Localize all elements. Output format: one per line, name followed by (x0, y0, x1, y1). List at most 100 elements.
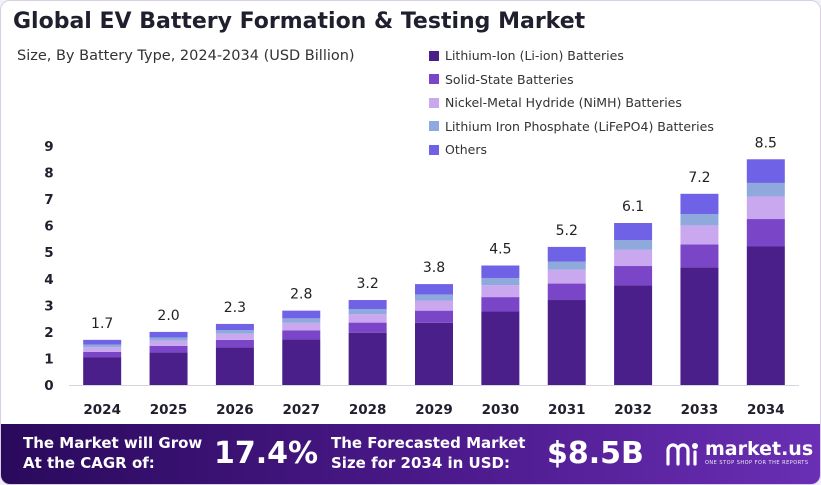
bar-segment (614, 285, 653, 385)
bar-segment (83, 344, 122, 348)
x-tick-label: 2026 (216, 402, 254, 418)
legend-swatch (429, 121, 439, 132)
bar-segment (415, 300, 453, 311)
bar-segment (547, 300, 586, 385)
bar-segment (746, 182, 785, 197)
x-tick-label: 2034 (747, 402, 785, 418)
legend-label: Nickel-Metal Hydride (NiMH) Batteries (445, 95, 682, 111)
legend-swatch (429, 50, 439, 61)
chart-subtitle: Size, By Battery Type, 2024-2034 (USD Bi… (17, 48, 355, 64)
bar-total-label: 4.5 (489, 242, 511, 258)
legend-label: Solid-State Batteries (445, 71, 574, 87)
y-tick-label: 5 (44, 245, 53, 261)
market-us-logo-icon (666, 443, 698, 466)
y-tick-label: 4 (44, 272, 53, 288)
bar-segment (481, 297, 520, 312)
y-tick-label: 1 (44, 351, 53, 367)
brand-logo: market.us ONE STOP SHOP FOR THE REPORTS (664, 438, 813, 468)
bar-segment (415, 284, 453, 295)
bar-segment (481, 285, 520, 298)
bar-segment (746, 219, 785, 247)
bar-segment (149, 352, 188, 385)
forecast-caption-line2: Size for 2034 in USD: (331, 454, 510, 472)
bar-segment (149, 337, 188, 341)
bar-segment (149, 340, 188, 346)
bar-segment (680, 244, 719, 268)
x-tick-label: 2030 (482, 402, 520, 418)
bar-total-label: 7.2 (688, 170, 710, 186)
bar-segment (215, 347, 254, 385)
bar-segment (680, 193, 719, 214)
bar-segment (481, 277, 520, 286)
footer-banner: The Market will Grow At the CAGR of: 17.… (1, 424, 820, 484)
bar-total-label: 5.2 (556, 223, 578, 239)
bar-total-label: 2.8 (290, 287, 312, 303)
bar-segment (215, 333, 254, 340)
forecast-caption-line1: The Forecasted Market (331, 434, 526, 452)
bar-segment (680, 267, 719, 385)
bar-segment (547, 261, 586, 270)
bar-segment (149, 331, 188, 338)
forecast-value: $8.5B (547, 436, 644, 471)
bar-total-label: 6.1 (622, 199, 644, 215)
legend-item: Solid-State Batteries (429, 68, 714, 92)
bar-segment (348, 300, 387, 310)
forecast-caption: The Forecasted Market Size for 2034 in U… (331, 433, 525, 473)
bar-segment (348, 322, 387, 333)
cagr-value: 17.4% (214, 436, 319, 471)
y-tick-label: 7 (44, 192, 53, 208)
bar-total-label: 3.8 (423, 260, 445, 276)
bar-segment (547, 269, 586, 284)
y-tick-label: 8 (44, 166, 53, 182)
bar-segment (680, 225, 719, 245)
bar-segment (282, 339, 321, 385)
bar-segment (215, 330, 254, 334)
y-tick-label: 9 (44, 139, 53, 155)
bar-segment (348, 309, 387, 315)
x-tick-label: 2027 (282, 402, 320, 418)
cagr-caption-line1: The Market will Grow (23, 434, 203, 452)
bar-segment (746, 159, 785, 183)
x-tick-label: 2032 (614, 402, 652, 418)
bar-total-label: 2.0 (157, 308, 179, 324)
bar-segment (614, 266, 653, 286)
chart-title: Global EV Battery Formation & Testing Ma… (13, 9, 586, 34)
legend-label: Lithium-Ion (Li-ion) Batteries (445, 48, 624, 64)
bar-segment (746, 246, 785, 385)
x-tick-label: 2033 (681, 402, 719, 418)
bar-segment (83, 357, 122, 385)
bar-total-label: 3.2 (357, 276, 379, 292)
x-tick-label: 2028 (349, 402, 387, 418)
legend-item: Lithium Iron Phosphate (LiFePO4) Batteri… (429, 115, 714, 139)
bar-segment (481, 311, 520, 385)
cagr-caption: The Market will Grow At the CAGR of: (23, 433, 202, 473)
bar-segment (215, 339, 254, 348)
y-tick-label: 3 (44, 298, 53, 314)
x-tick-label: 2025 (150, 402, 188, 418)
bar-segment (348, 314, 387, 323)
y-tick-label: 0 (44, 378, 53, 394)
bar-segment (415, 310, 453, 323)
bar-segment (614, 223, 653, 241)
bar-segment (83, 339, 122, 345)
bar-segment (282, 330, 321, 340)
bar-segment (481, 265, 520, 278)
legend-label: Others (445, 142, 488, 158)
brand-name: market.us (705, 438, 814, 460)
bar-segment (83, 347, 122, 352)
bar-total-label: 8.5 (755, 135, 777, 151)
bar-total-label: 2.3 (224, 300, 246, 316)
bar-segment (83, 351, 122, 358)
legend-swatch (429, 97, 439, 108)
legend-swatch (429, 74, 439, 85)
bar-segment (614, 249, 653, 267)
bar-total-label: 1.7 (91, 316, 113, 332)
bar-segment (282, 322, 321, 331)
bar-segment (547, 246, 586, 262)
bar-segment (415, 322, 453, 385)
legend-item: Nickel-Metal Hydride (NiMH) Batteries (429, 91, 714, 115)
bar-segment (547, 283, 586, 301)
y-tick-label: 6 (44, 219, 53, 235)
bar-segment (680, 213, 719, 226)
